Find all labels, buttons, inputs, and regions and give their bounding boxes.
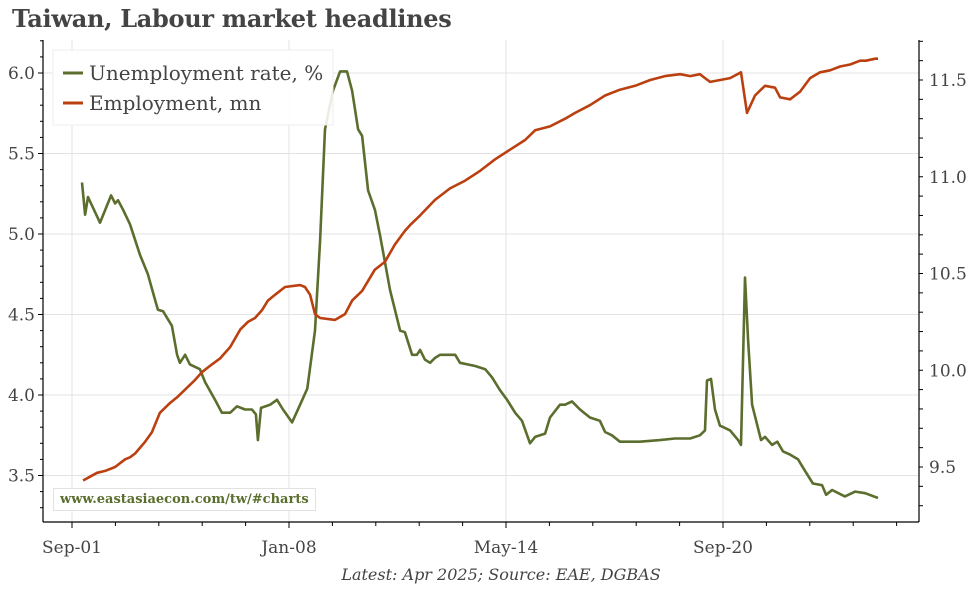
series-line-unemployment (80, 70, 879, 500)
y-right-tick-label: 9.5 (929, 458, 956, 478)
y-right-tick-label: 11.5 (929, 71, 967, 91)
x-tick-label: Sep-01 (42, 538, 102, 558)
y-right-tick-label: 10.5 (929, 265, 967, 285)
legend: Unemployment rate, % Employment, mn (52, 49, 334, 126)
y-left-tick-label: 4.5 (8, 306, 35, 326)
x-tick-label: May-14 (474, 538, 539, 558)
series-line-employment (82, 57, 878, 482)
y-right-tick-label: 11.0 (929, 168, 967, 188)
y-right-tick-label: 10.0 (929, 361, 967, 381)
y-left-tick-label: 5.5 (8, 145, 35, 165)
x-tick-label: Sep-20 (693, 538, 753, 558)
axes: 3.5 4.0 4.5 5.0 5.5 6.0 9.5 10.0 10.5 11.0 11.5 Sep… (8, 40, 967, 558)
data-lines (80, 57, 879, 500)
y-left-tick-label: 6.0 (8, 64, 35, 84)
y-left-tick-label: 3.5 (8, 467, 35, 487)
y-left-tick-label: 5.0 (8, 225, 35, 245)
legend-label-employment: Employment, mn (89, 91, 262, 115)
y-left-tick-label: 4.0 (8, 386, 35, 406)
legend-label-unemployment: Unemployment rate, % (89, 61, 323, 85)
watermark-link[interactable]: www.eastasiaecon.com/tw/#charts (53, 488, 316, 511)
chart-title: Taiwan, Labour market headlines (12, 4, 452, 33)
source-note: Latest: Apr 2025; Source: EAE, DGBAS (341, 565, 661, 584)
x-tick-label: Jan-08 (259, 538, 316, 558)
